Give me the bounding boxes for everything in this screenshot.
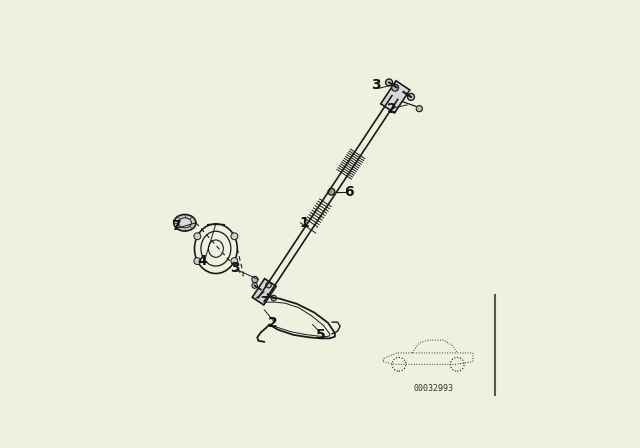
Text: 3: 3 — [230, 261, 239, 275]
Polygon shape — [252, 279, 276, 305]
Circle shape — [252, 276, 258, 283]
Circle shape — [252, 283, 257, 288]
Text: 4: 4 — [197, 254, 207, 268]
Circle shape — [194, 258, 201, 264]
Circle shape — [408, 94, 415, 100]
Text: 6: 6 — [344, 185, 353, 199]
Circle shape — [386, 79, 392, 86]
Ellipse shape — [178, 218, 191, 228]
Text: 5: 5 — [316, 328, 326, 342]
Circle shape — [194, 233, 201, 240]
Text: 2: 2 — [387, 102, 397, 116]
Text: 2: 2 — [268, 316, 278, 330]
Polygon shape — [381, 81, 410, 113]
Text: 7: 7 — [172, 219, 181, 233]
Circle shape — [231, 233, 238, 240]
Circle shape — [271, 295, 276, 301]
Text: 00032993: 00032993 — [413, 384, 453, 393]
Circle shape — [231, 258, 238, 264]
Circle shape — [328, 188, 335, 195]
Circle shape — [266, 282, 271, 288]
Circle shape — [392, 84, 399, 91]
Text: 1: 1 — [299, 216, 308, 230]
Circle shape — [416, 106, 422, 112]
Text: 3: 3 — [371, 78, 381, 92]
Ellipse shape — [174, 215, 196, 231]
